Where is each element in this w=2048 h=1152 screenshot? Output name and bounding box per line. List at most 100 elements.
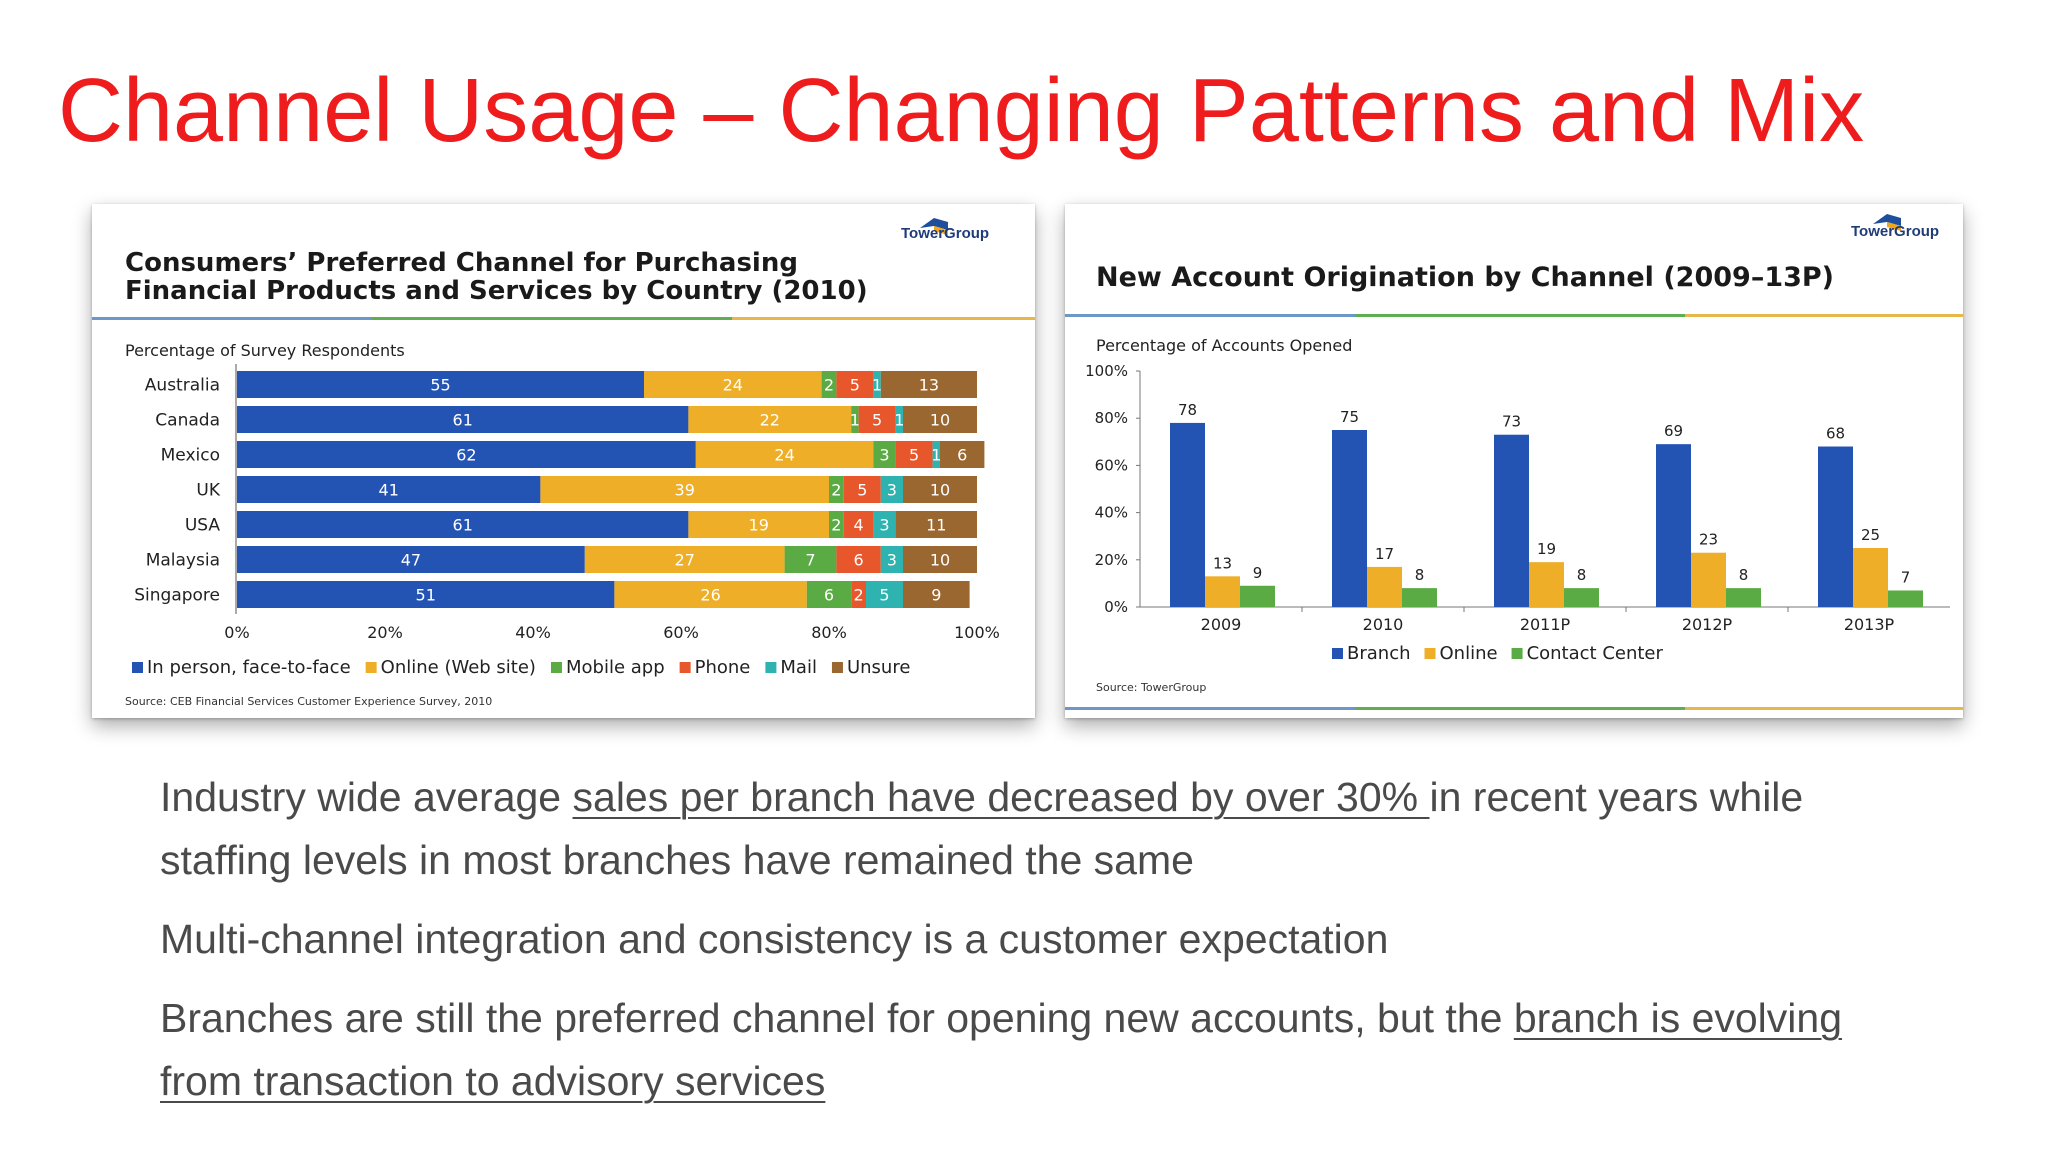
data-label: 25: [1861, 526, 1880, 544]
bar: [1529, 562, 1564, 607]
bar-segment: [880, 371, 977, 398]
data-label: 2: [854, 586, 864, 605]
data-label: 68: [1826, 425, 1845, 443]
data-label: 8: [1739, 566, 1749, 584]
bar: [1367, 566, 1402, 607]
legend-label: Branch: [1347, 643, 1411, 664]
data-label: 23: [1699, 531, 1718, 549]
bar: [1656, 444, 1691, 607]
data-label: 6: [824, 586, 834, 605]
bar-segment: [895, 441, 933, 468]
bullet-item: Branches are still the preferred channel…: [160, 995, 1843, 1104]
y-tick-label: 20%: [1095, 551, 1128, 569]
bar: [1494, 434, 1529, 607]
bar: [1240, 585, 1275, 607]
data-label: 7: [1901, 568, 1911, 586]
bar: [1170, 422, 1205, 607]
category-label: Canada: [155, 411, 220, 431]
data-label: 11: [926, 516, 946, 535]
category-label: Singapore: [134, 586, 220, 606]
left-chart-panel: TowerGroup Consumers’ Preferred Channel …: [92, 204, 1035, 718]
data-label: 61: [453, 516, 473, 535]
data-label: 4: [854, 516, 864, 535]
bar: [1888, 590, 1923, 607]
data-label: 19: [749, 516, 769, 535]
category-label: Australia: [145, 376, 220, 396]
underlined-text: sales per branch have decreased by over …: [572, 774, 1430, 820]
bar: [1332, 430, 1367, 607]
bar: [1853, 548, 1888, 607]
data-label: 24: [774, 446, 794, 465]
data-label: 69: [1664, 422, 1683, 440]
bar-segment: [866, 581, 903, 608]
bar-segment: [237, 546, 585, 573]
bullet-item: Multi-channel integration and consistenc…: [160, 916, 1389, 962]
bar-segment: [903, 476, 977, 503]
data-label: 6: [854, 551, 864, 570]
bar-segment: [237, 441, 696, 468]
bullet-item: Industry wide average sales per branch h…: [160, 774, 1804, 883]
data-label: 41: [379, 481, 399, 500]
data-label: 78: [1178, 401, 1197, 419]
bar: [1402, 588, 1437, 607]
bar-segment: [584, 546, 785, 573]
chart-title: New Account Origination by Channel (2009…: [1096, 262, 1834, 293]
data-label: 27: [675, 551, 695, 570]
legend-swatch: [132, 662, 143, 673]
data-label: 10: [930, 551, 950, 570]
data-label: 55: [430, 376, 450, 395]
bar-segment: [614, 581, 807, 608]
bar-segment: [836, 546, 881, 573]
data-label: 24: [723, 376, 743, 395]
bar-segment: [237, 371, 644, 398]
legend-label: Online: [1440, 643, 1498, 664]
x-tick-label: 20%: [367, 623, 403, 642]
chart-subtitle: Percentage of Accounts Opened: [1096, 336, 1352, 355]
bar-segment: [880, 546, 903, 573]
data-label: 3: [887, 481, 897, 500]
slide-title: Channel Usage – Changing Patterns and Mi…: [58, 61, 1865, 161]
towergroup-logo: TowerGroup: [901, 218, 989, 242]
category-label: UK: [196, 481, 220, 501]
bar: [1726, 588, 1761, 607]
legend-label: Unsure: [847, 657, 910, 678]
y-tick-label: 40%: [1095, 504, 1128, 522]
bar: [1205, 576, 1240, 607]
data-label: 61: [453, 411, 473, 430]
x-tick-label: 40%: [515, 623, 551, 642]
legend-swatch: [679, 662, 691, 673]
bar-segment: [821, 371, 837, 398]
data-label: 22: [760, 411, 780, 430]
legend-swatch: [1424, 648, 1436, 659]
new-account-chart: TowerGroup New Account Origination by Ch…: [1065, 214, 1963, 710]
bar-segment: [895, 406, 903, 433]
data-label: 7: [805, 551, 815, 570]
bar-segment: [688, 511, 829, 538]
chart-source: Source: CEB Financial Services Customer …: [125, 695, 492, 708]
x-tick-label: 80%: [811, 623, 847, 642]
data-label: 5: [879, 586, 889, 605]
bar-segment: [237, 581, 615, 608]
chart-title-line1: Consumers’ Preferred Channel for Purchas…: [125, 248, 798, 278]
bar-segment: [237, 511, 689, 538]
legend-label: Phone: [695, 657, 751, 678]
bar-segment: [237, 406, 689, 433]
x-tick-label: 60%: [663, 623, 699, 642]
category-label: USA: [185, 516, 221, 536]
data-label: 17: [1375, 545, 1394, 563]
bar-segment: [858, 406, 896, 433]
data-label: 73: [1502, 413, 1521, 431]
bar-segment: [829, 511, 844, 538]
bar-segment: [806, 581, 852, 608]
underlined-text: branch is evolving from transaction to a…: [160, 995, 1843, 1104]
legend-swatch: [831, 662, 843, 673]
legend-swatch: [1511, 648, 1523, 659]
bar: [1818, 446, 1853, 607]
x-tick-label: 0%: [224, 623, 249, 642]
bar-segment: [880, 476, 903, 503]
data-label: 2: [831, 516, 841, 535]
x-tick-label: 2011P: [1520, 615, 1571, 634]
data-label: 1: [850, 411, 860, 430]
data-label: 5: [909, 446, 919, 465]
data-label: 3: [879, 516, 889, 535]
